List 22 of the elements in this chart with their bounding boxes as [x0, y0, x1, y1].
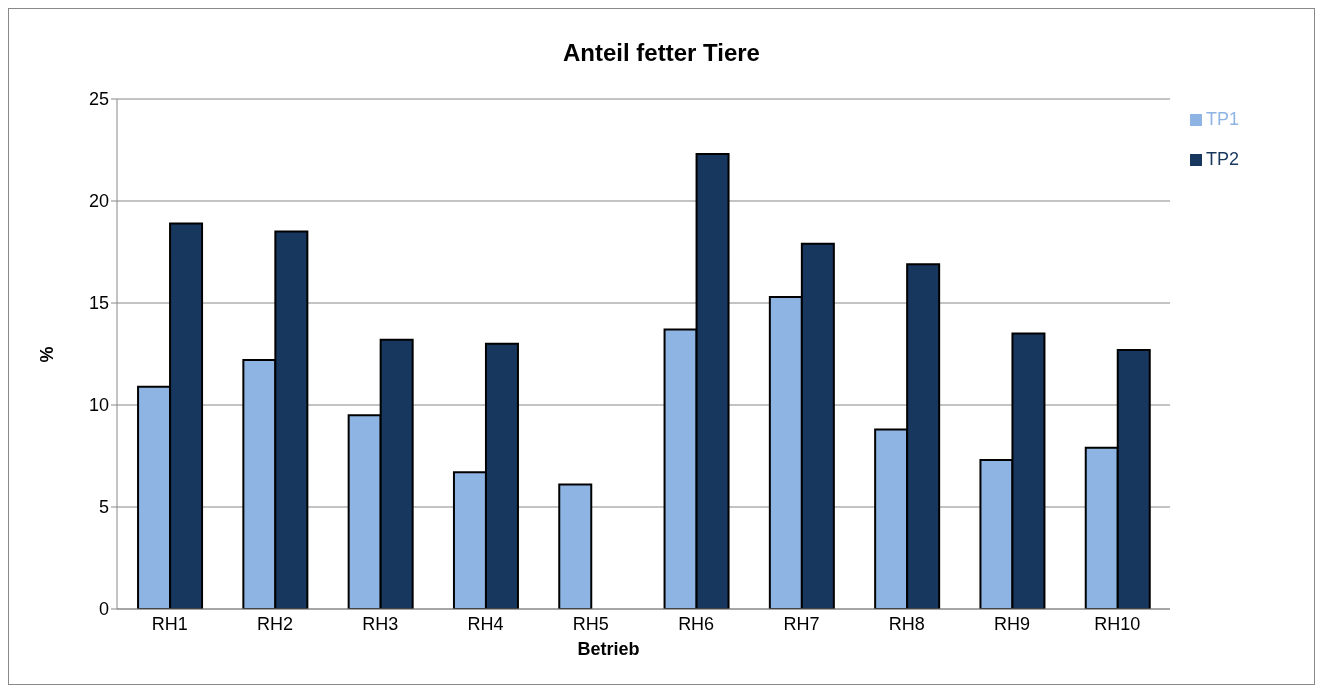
- y-tick-label: 10: [88, 395, 109, 416]
- x-tick-label: RH7: [783, 613, 820, 634]
- legend-label: TP2: [1205, 149, 1239, 169]
- x-tick-label: RH3: [362, 613, 399, 634]
- y-tick-label: 15: [88, 293, 109, 314]
- x-tick-label: RH4: [467, 613, 504, 634]
- x-tick-label: RH5: [572, 613, 609, 634]
- x-tick-label: RH1: [151, 613, 188, 634]
- x-axis-title: Betrieb: [576, 639, 641, 660]
- bar: [558, 483, 593, 609]
- x-tick-label: RH9: [994, 613, 1031, 634]
- y-tick-label: 20: [88, 191, 109, 212]
- legend-label: TP1: [1205, 109, 1239, 129]
- y-axis-title: %: [36, 346, 58, 363]
- x-tick-label: RH8: [888, 613, 925, 634]
- y-tick-label: 25: [88, 89, 109, 110]
- y-tick-label: 5: [98, 497, 109, 518]
- x-tick-label: RH10: [1094, 613, 1141, 634]
- y-tick-label: 0: [98, 599, 109, 620]
- x-tick-label: RH2: [256, 613, 293, 634]
- x-tick-label: RH6: [678, 613, 715, 634]
- chart-title: Anteil fetter Tiere: [562, 39, 761, 67]
